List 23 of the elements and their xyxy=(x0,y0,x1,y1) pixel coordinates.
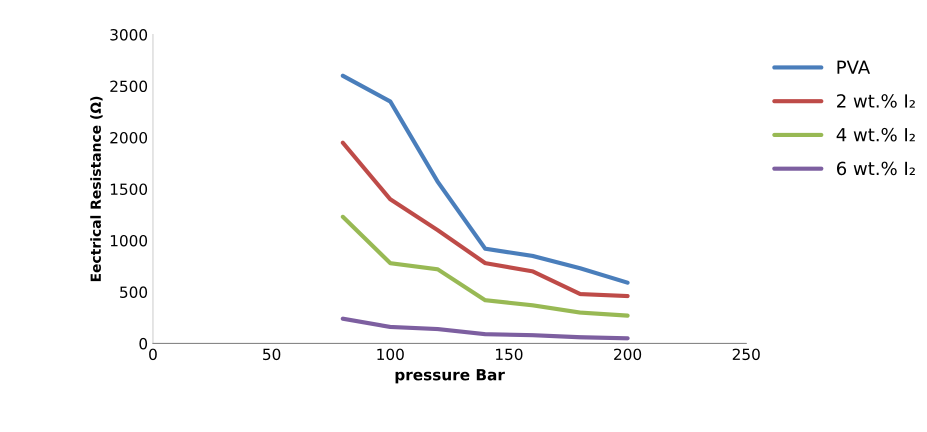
y-tick-label: 2500 xyxy=(110,80,148,92)
line-series xyxy=(340,140,630,298)
y-tick-label: 500 xyxy=(120,286,148,298)
y-tick-label: 3000 xyxy=(110,29,148,41)
x-tick-label: 250 xyxy=(732,348,760,360)
legend-label: PVA xyxy=(838,60,870,74)
x-tick-label: 0 xyxy=(149,348,157,360)
legend-label: 6 wt.% I₂ xyxy=(837,162,915,176)
legend-label: 4 wt.% I₂ xyxy=(836,128,915,142)
x-tick-label: 150 xyxy=(496,348,522,360)
y-tick-label: 1500 xyxy=(110,183,148,196)
y-tick-label: 0 xyxy=(139,338,148,350)
y-tick-label: 1000 xyxy=(110,234,148,246)
y-axis-title: Eectrical Resistance (Ω) xyxy=(90,96,103,282)
y-tick-label: 2000 xyxy=(110,132,148,144)
line-series xyxy=(340,74,630,285)
x-tick-label: 50 xyxy=(263,348,280,360)
legend-label: 2 wt.% I₂ xyxy=(837,94,915,108)
line-series xyxy=(340,214,630,318)
x-tick-label: 100 xyxy=(377,348,404,360)
line-series xyxy=(340,316,630,340)
x-tick-label: 200 xyxy=(614,348,642,360)
x-axis-title: pressure Bar xyxy=(396,369,505,384)
